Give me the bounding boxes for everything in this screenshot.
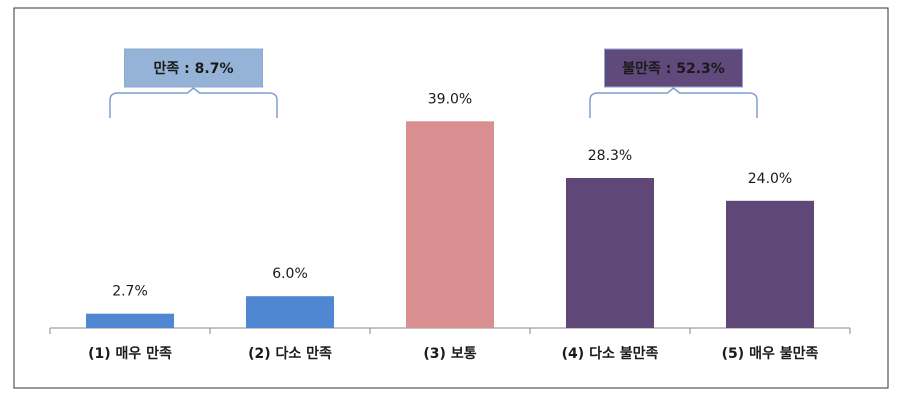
annotation-text: 불만족 : 52.3%: [622, 61, 725, 77]
annotation-text: 만족 : 8.7%: [154, 61, 234, 77]
x-tick-label: (2) 다소 만족: [248, 346, 332, 362]
bracket: [589, 87, 758, 118]
value-label: 6.0%: [272, 266, 308, 282]
value-label: 24.0%: [748, 171, 792, 187]
x-tick-label: (1) 매우 만족: [88, 346, 172, 362]
x-tick-label: (5) 매우 불만족: [722, 346, 819, 362]
bracket: [109, 87, 278, 118]
x-tick-label: (3) 보통: [423, 346, 476, 362]
bar: [246, 296, 334, 328]
bar: [726, 200, 814, 328]
value-label: 39.0%: [428, 91, 472, 107]
bar: [566, 178, 654, 328]
x-tick-label: (4) 다소 불만족: [562, 346, 659, 362]
bar: [86, 313, 174, 328]
annotation-box: [604, 48, 743, 88]
annotation-box: [124, 48, 263, 88]
bar: [406, 121, 494, 328]
value-label: 2.7%: [112, 284, 148, 300]
value-label: 28.3%: [588, 148, 632, 164]
